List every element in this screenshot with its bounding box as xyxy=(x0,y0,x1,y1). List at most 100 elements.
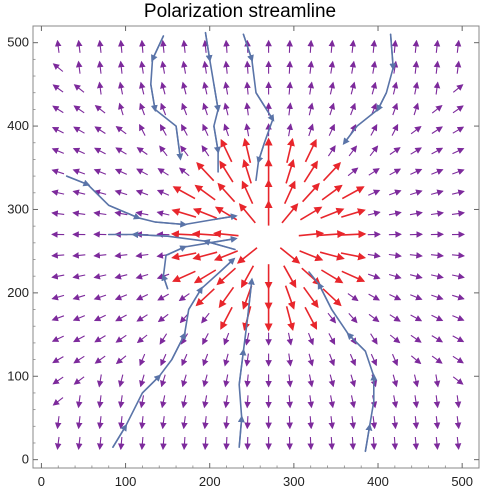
streamline-arrowhead xyxy=(242,34,254,63)
field-arrow xyxy=(391,395,399,409)
y-tick-label: 300 xyxy=(7,201,29,216)
field-arrow xyxy=(114,168,128,175)
streamline-arrowhead xyxy=(317,281,333,310)
field-arrow xyxy=(118,81,125,95)
field-arrow xyxy=(139,39,146,53)
field-arrow xyxy=(160,60,167,74)
field-arrow xyxy=(370,353,378,367)
field-arrow xyxy=(72,210,86,217)
field-arrow xyxy=(223,353,230,367)
field-arrow xyxy=(327,312,337,324)
streamline-arrowhead xyxy=(108,204,141,220)
field-arrow xyxy=(181,102,188,116)
highlight-arrow xyxy=(322,162,341,182)
field-arrow xyxy=(223,374,230,388)
field-arrow xyxy=(431,314,444,322)
field-arrow xyxy=(452,335,465,343)
x-tick-label: 100 xyxy=(115,474,137,489)
field-arrow xyxy=(181,60,188,74)
field-arrow xyxy=(286,39,293,53)
field-arrow xyxy=(93,189,107,196)
streamline-arrowhead xyxy=(131,231,168,239)
highlight-arrow xyxy=(217,182,236,203)
field-arrow xyxy=(159,124,167,136)
field-arrow xyxy=(409,252,423,259)
x-tick-label: 300 xyxy=(283,474,305,489)
field-arrow xyxy=(391,436,399,451)
field-arrow xyxy=(452,126,465,134)
field-arrow xyxy=(51,252,65,259)
field-arrow xyxy=(349,395,357,409)
field-arrow xyxy=(202,374,209,388)
field-arrow xyxy=(223,332,230,346)
field-arrow xyxy=(94,105,106,114)
highlight-arrow xyxy=(172,186,196,200)
field-arrow xyxy=(201,312,210,324)
highlight-arrow xyxy=(194,184,216,201)
field-arrow xyxy=(367,252,381,259)
highlight-arrow xyxy=(238,203,256,224)
highlight-arrow xyxy=(283,265,297,289)
field-arrow xyxy=(51,189,65,196)
field-arrow xyxy=(223,102,230,116)
field-arrow xyxy=(307,81,315,95)
field-arrow xyxy=(54,39,62,53)
y-tick-label: 500 xyxy=(7,35,29,50)
field-arrow xyxy=(135,210,149,217)
streamline-arrowhead xyxy=(256,142,266,164)
highlight-arrow xyxy=(303,286,319,309)
field-arrow xyxy=(157,168,169,176)
field-arrow xyxy=(157,313,169,323)
field-arrow xyxy=(178,293,190,302)
field-arrow xyxy=(347,167,359,177)
field-arrow xyxy=(410,126,422,135)
field-arrow xyxy=(139,395,146,409)
field-arrow xyxy=(391,60,399,74)
field-arrow xyxy=(349,81,357,95)
plot-frame xyxy=(32,25,480,469)
field-arrow xyxy=(73,126,85,134)
field-arrow xyxy=(118,102,125,116)
field-arrow xyxy=(114,294,128,301)
field-arrow xyxy=(94,335,106,343)
field-arrow xyxy=(307,39,315,53)
field-arrow xyxy=(349,353,357,367)
highlight-arrow xyxy=(220,306,233,330)
field-arrow xyxy=(348,313,358,324)
field-arrow xyxy=(118,39,125,53)
x-tick-label: 500 xyxy=(451,474,473,489)
highlight-arrow xyxy=(213,229,239,238)
field-arrow xyxy=(368,313,380,323)
highlight-arrow xyxy=(170,230,197,239)
highlight-arrow xyxy=(319,230,346,239)
field-arrow xyxy=(307,123,314,137)
field-arrow xyxy=(181,416,188,430)
field-arrow xyxy=(409,210,423,217)
streamline-arrowhead xyxy=(112,423,128,448)
highlight-arrow xyxy=(341,270,366,283)
field-arrow xyxy=(368,273,381,280)
field-arrow xyxy=(72,252,86,259)
field-arrow xyxy=(160,374,167,388)
field-arrow xyxy=(367,210,381,217)
field-arrow xyxy=(118,60,125,74)
field-arrow xyxy=(52,105,64,114)
field-arrow xyxy=(451,273,465,280)
field-arrow xyxy=(244,353,251,367)
y-tick-label: 100 xyxy=(7,368,29,383)
field-arrows xyxy=(51,39,466,451)
field-arrow xyxy=(181,353,188,367)
field-arrow xyxy=(349,436,357,451)
field-arrow xyxy=(370,81,378,95)
field-arrow xyxy=(73,84,85,93)
field-arrow xyxy=(93,314,106,322)
field-arrow xyxy=(159,145,168,157)
highlight-arrow xyxy=(242,137,252,163)
field-arrow xyxy=(412,374,420,388)
field-arrow xyxy=(202,395,209,409)
field-arrow xyxy=(389,189,402,196)
field-arrow xyxy=(370,436,378,451)
field-arrow xyxy=(391,81,399,95)
field-arrow xyxy=(370,39,378,53)
